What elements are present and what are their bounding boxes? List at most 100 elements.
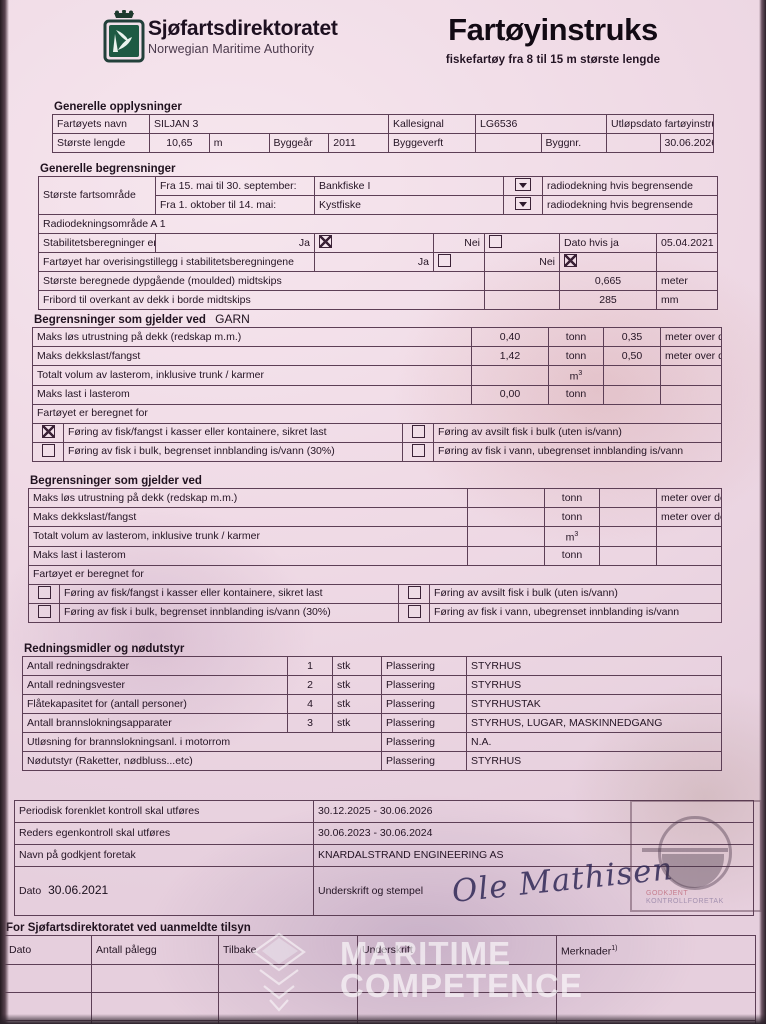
gear-intended-label: Fartøyet er beregnet for [28,564,722,585]
gear-section-1: Begrensninger som gjelder ved GARN Maks … [32,312,722,462]
table-row: Føring av fisk i bulk, begrenset innblan… [28,602,722,623]
gear-row-u2 [656,545,722,566]
radio-dropdown-2[interactable] [503,195,543,215]
brand-text: Sjøfartsdirektoratet Norwegian Maritime … [148,18,338,56]
checkbox-unchecked-icon[interactable] [37,604,51,618]
build-year-label: Byggeår [268,133,330,153]
checkbox-unchecked-icon[interactable] [489,235,502,248]
page-edge-right [759,0,766,1024]
stability-no-label: Nei [433,233,485,253]
option-checkbox[interactable] [402,441,434,462]
callsign-label: Kallesignal [388,114,476,134]
safety-heading: Redningsmidler og nødutstyr [24,643,185,655]
draught-spacer [484,271,560,291]
icing-no-checkbox[interactable] [559,252,657,272]
norwegian-maritime-authority-crest-icon [96,9,152,64]
safety-placement: STYRHUSTAK [466,694,722,714]
vessel-name-value: SILJAN 3 [149,114,389,134]
signature-cell: Underskrift og stempel [313,866,754,916]
table-row: Maks løs utrustning på dekk (redskap m.m… [28,488,722,508]
area-2: Kystfiske [314,195,504,215]
stamp-ring [658,816,732,890]
stability-no-checkbox[interactable] [484,233,560,253]
safety-unit: stk [332,694,382,714]
stability-yes-checkbox[interactable] [314,233,434,253]
checkbox-unchecked-icon[interactable] [411,424,425,438]
gear-row-u2 [660,365,722,386]
option-checkbox[interactable] [28,602,60,623]
safety-unit: stk [332,713,382,733]
option-checkbox[interactable] [32,422,64,443]
gear-row-v1 [467,488,545,508]
approval-stamp-icon: GODKJENT KONTROLLFORETAK [630,800,762,912]
control-label: Reders egenkontroll skal utføres [14,822,314,845]
table-row: Stabilitetsberegninger er utarbeidet Ja … [38,233,718,253]
table-row: Største beregnede dypgående (moulded) mi… [38,271,718,291]
chevron-down-icon[interactable] [515,178,531,191]
control-date-cell: Dato 30.06.2021 [14,866,314,916]
footer-cell[interactable] [357,964,557,993]
radio-note-1: radiodekning hvis begrensende [542,176,718,196]
callsign-value: LG6536 [475,114,607,134]
placement-label: Plassering [381,751,467,771]
checkbox-unchecked-icon[interactable] [407,604,421,618]
table-row: Antall brannslokningsapparater 3 stk Pla… [22,713,722,733]
gear-row-v1 [467,507,545,527]
chevron-down-icon[interactable] [515,197,531,210]
general-info-section: Generelle opplysninger Fartøyets navn SI… [52,101,714,153]
option-checkbox[interactable] [28,583,60,604]
checkbox-checked-icon[interactable] [41,424,55,438]
table-row [4,964,756,993]
footer-cell[interactable] [4,964,92,993]
placement-label: Plassering [381,675,467,695]
safety-qty: 1 [287,656,333,676]
gear-row-v1 [467,545,545,566]
checkbox-unchecked-icon[interactable] [407,585,421,599]
icing-yes-label: Ja [314,252,434,272]
icing-yes-checkbox[interactable] [433,252,485,272]
footer-cell[interactable] [218,964,358,993]
stamp-text-1: GODKJENT [646,890,689,897]
option-label: Føring av fisk i bulk, begrenset innblan… [59,602,399,623]
safety-unit: stk [332,656,382,676]
table-row: Dato Antall pålegg Tilbake Underskrift M… [4,935,756,965]
stability-date-label: Dato hvis ja [559,233,657,253]
option-checkbox[interactable] [398,583,430,604]
option-checkbox[interactable] [402,422,434,443]
gear-row-u1: m3 [544,526,600,547]
gear-row-u2 [660,384,722,405]
checkbox-unchecked-icon[interactable] [37,585,51,599]
checkbox-unchecked-icon[interactable] [411,443,425,457]
gear-row-v2 [603,365,661,386]
vessel-name-label: Fartøyets navn [52,114,150,134]
footer-cell[interactable] [91,964,219,993]
radio-dropdown-1[interactable] [503,176,543,196]
checkbox-unchecked-icon[interactable] [438,254,451,267]
gear-row-label: Maks dekkslast/fangst [28,507,468,527]
expiry-label: Utløpsdato fartøyinstruks [606,114,714,134]
safety-label: Antall brannslokningsapparater [22,713,288,733]
checkbox-checked-icon[interactable] [564,254,577,267]
table-row: Føring av fisk i bulk, begrenset innblan… [32,441,722,462]
control-label: Navn på godkjent foretak [14,844,314,867]
gear-row-u2: meter over dekk [660,346,722,366]
freeboard-spacer [484,290,560,310]
checkbox-unchecked-icon[interactable] [41,443,55,457]
checkbox-checked-icon[interactable] [319,235,332,248]
expiry-value: 30.06.2026 [659,133,714,153]
safety-qty: 3 [287,713,333,733]
footer-cell[interactable] [556,964,756,993]
option-label: Føring av fisk/fangst i kasser eller kon… [59,583,399,604]
gear-row-v2 [599,526,657,547]
gear-heading-label-2: Begrensninger som gjelder ved [30,475,202,487]
gear-row-u2: meter over dekk [656,488,722,508]
footer-heading: For Sjøfartsdirektoratet ved uanmeldte t… [6,922,251,934]
table-row: Største fartsområde Fra 15. mai til 30. … [38,176,718,215]
footer-col-merknader: Merknader1) [556,935,756,965]
gear-row-v1: 0,40 [471,327,549,347]
option-checkbox[interactable] [398,602,430,623]
safety-unit: stk [332,675,382,695]
option-checkbox[interactable] [32,441,64,462]
general-info-heading: Generelle opplysninger [54,101,182,113]
